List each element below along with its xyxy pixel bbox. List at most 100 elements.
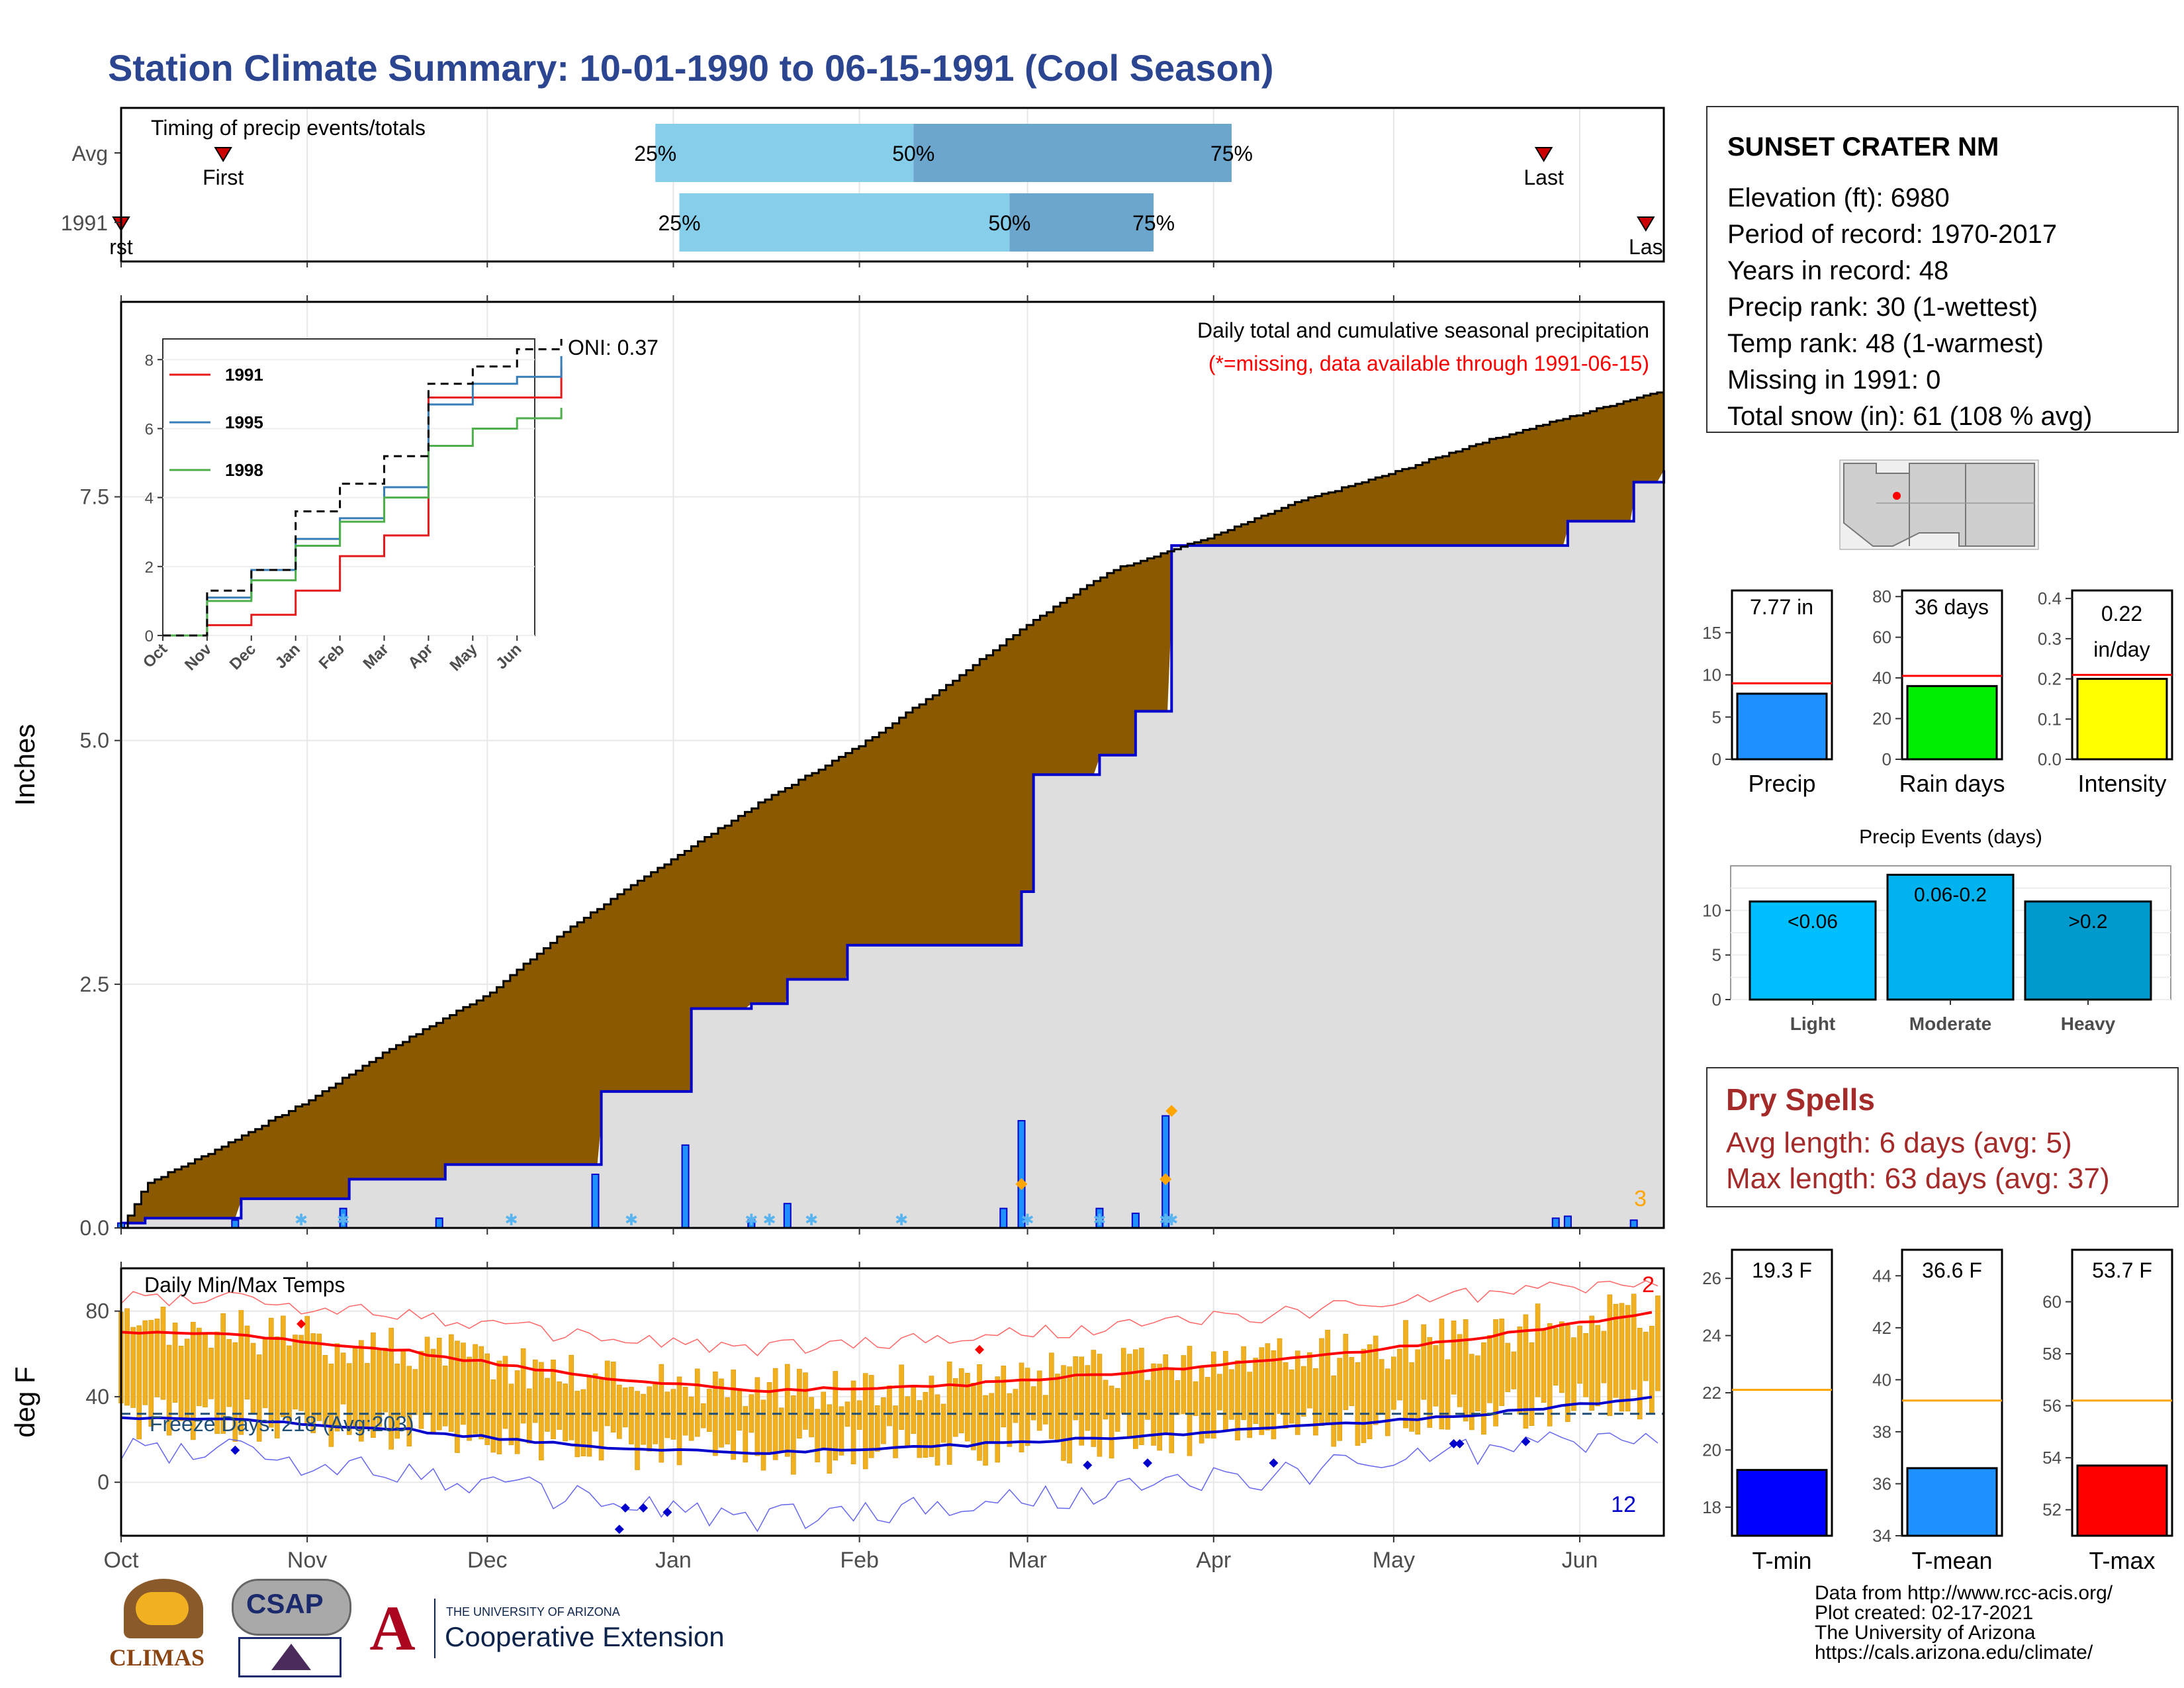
daily-temp-bar <box>1036 1370 1042 1431</box>
events-category-label: Moderate <box>1909 1013 1991 1034</box>
timing-label-q75: 75% <box>1210 142 1253 165</box>
daily-temp-bar <box>484 1353 490 1445</box>
daily-temp-bar <box>1559 1321 1565 1393</box>
tmax-value-label: 53.7 F <box>2092 1258 2152 1282</box>
daily-temp-bar <box>467 1356 472 1441</box>
record-temp-marker <box>1269 1458 1279 1468</box>
record-temp-marker <box>662 1507 672 1517</box>
daily-precip-bar <box>1629 1219 1638 1229</box>
daily-temp-bar <box>244 1325 250 1400</box>
daily-temp-bar <box>1073 1356 1078 1421</box>
daily-temp-bar <box>1493 1319 1498 1427</box>
cumulative-1991-area <box>121 470 1664 1228</box>
daily-temp-bar <box>208 1348 214 1399</box>
precip-summary-bar <box>1736 692 1828 761</box>
daily-temp-bar <box>1547 1323 1553 1427</box>
station-snow: Total snow (in): 61 (108 % avg) <box>1727 402 2093 431</box>
daily-temp-bar <box>226 1338 232 1407</box>
events-category-label: Heavy <box>2061 1013 2116 1034</box>
precip-y-tick-label: 7.5 <box>80 485 109 509</box>
daily-temp-bar <box>1019 1362 1024 1452</box>
rain_days-y-tick-label: 80 <box>1872 586 1891 606</box>
daily-temp-bar <box>1103 1380 1109 1420</box>
timing-label-q25: 25% <box>658 211 700 235</box>
daily-temp-bar <box>893 1405 898 1458</box>
record-hot-count: 2 <box>1642 1272 1655 1297</box>
timing-last-marker <box>1534 147 1553 162</box>
station-precip-rank: Precip rank: 30 (1-wettest) <box>1727 293 2038 322</box>
temp-y-tick-label: 0 <box>97 1470 109 1494</box>
timing-last-label: Last <box>1524 165 1564 189</box>
daily-temp-bar <box>1120 1348 1126 1414</box>
tmin-y-tick-label: 18 <box>1702 1497 1721 1517</box>
month-tick-label: May <box>1373 1548 1415 1573</box>
daily-temp-bar <box>934 1394 940 1466</box>
station-missing: Missing in 1991: 0 <box>1727 365 1941 395</box>
snow-marker: ✱ <box>745 1211 758 1229</box>
daily-temp-bar <box>586 1376 592 1457</box>
daily-precip-bar <box>1131 1212 1140 1229</box>
daily-temp-bar <box>604 1360 610 1427</box>
timing-label-q25: 25% <box>634 142 676 165</box>
daily-temp-bar <box>1391 1356 1396 1410</box>
daily-temp-bar <box>1229 1369 1234 1420</box>
daily-temp-bar <box>940 1403 946 1443</box>
record-count: 3 <box>1634 1186 1647 1211</box>
tmax-y-tick-label: 54 <box>2042 1448 2062 1468</box>
daily-temp-bar <box>887 1385 892 1427</box>
snow-marker: ✱ <box>504 1211 518 1229</box>
tmean-summary-label: T-mean <box>1911 1547 1992 1574</box>
daily-temp-bar <box>743 1406 749 1463</box>
oni-label: ONI: 0.37 <box>568 336 659 359</box>
tmean-y-tick-label: 40 <box>1872 1370 1891 1389</box>
daily-temp-bar <box>496 1360 502 1454</box>
daily-temp-bar <box>1475 1355 1480 1412</box>
daily-temp-bar <box>1085 1365 1091 1431</box>
record-temp-marker <box>614 1524 624 1534</box>
daily-temp-bar <box>1625 1305 1631 1412</box>
tmax-y-tick-label: 52 <box>2042 1500 2062 1520</box>
precip-y-tick-label: 0.0 <box>80 1216 109 1240</box>
timing-title: Timing of precip events/totals <box>151 116 426 140</box>
snow-marker: ✱ <box>1021 1211 1034 1229</box>
daily-temp-bar <box>461 1342 466 1425</box>
daily-temp-bar <box>1024 1368 1030 1446</box>
rain_days-summary-bar <box>1906 684 1998 761</box>
tmean-y-tick-label: 44 <box>1872 1266 1891 1286</box>
precip-y-tick-label: 15 <box>1702 623 1721 643</box>
daily-temp-bar <box>442 1366 448 1427</box>
snow-marker: ✱ <box>763 1211 776 1229</box>
daily-temp-bar <box>1385 1368 1390 1436</box>
precip-y-axis-title: Inches <box>9 724 40 806</box>
timing-bar-q25-q50 <box>655 124 914 182</box>
daily-temp-bar <box>388 1327 394 1450</box>
daily-temp-bar <box>1091 1350 1097 1447</box>
daily-temp-bar <box>1469 1354 1475 1430</box>
month-tick-label: Oct <box>104 1548 139 1573</box>
timing-last-marker <box>1637 216 1655 232</box>
dry-spells-box: Dry Spells Avg length: 6 days (avg: 5) M… <box>1706 1067 2179 1207</box>
daily-temp-bar <box>965 1373 970 1442</box>
daily-temp-bar <box>256 1354 262 1442</box>
climas-logo: CLIMAS <box>109 1579 218 1678</box>
precip-y-tick-label: 0 <box>1712 749 1721 769</box>
tmin-y-tick-label: 20 <box>1702 1440 1721 1460</box>
daily-temp-bar <box>1349 1357 1355 1407</box>
rain_days-y-tick-label: 60 <box>1872 628 1891 647</box>
daily-temp-bar <box>1295 1350 1300 1435</box>
precip-panel-subtitle: (*=missing, data available through 1991-… <box>1208 352 1649 375</box>
temp-panel-bg <box>121 1268 1664 1536</box>
climas-emblem-inner <box>136 1592 189 1625</box>
daily-temp-bar <box>1205 1377 1210 1438</box>
daily-temp-bar <box>844 1401 850 1427</box>
daily-temp-bar <box>1265 1343 1271 1430</box>
daily-temp-bar <box>1337 1358 1343 1441</box>
daily-temp-bar <box>136 1325 142 1440</box>
record-temp-marker <box>230 1445 240 1455</box>
tmean-y-tick-label: 42 <box>1872 1318 1891 1338</box>
intensity-y-tick-label: 0.4 <box>2038 588 2062 608</box>
daily-precip-bar <box>1563 1215 1572 1229</box>
daily-temp-bar <box>1319 1338 1324 1427</box>
station-period: Period of record: 1970-2017 <box>1727 220 2058 249</box>
